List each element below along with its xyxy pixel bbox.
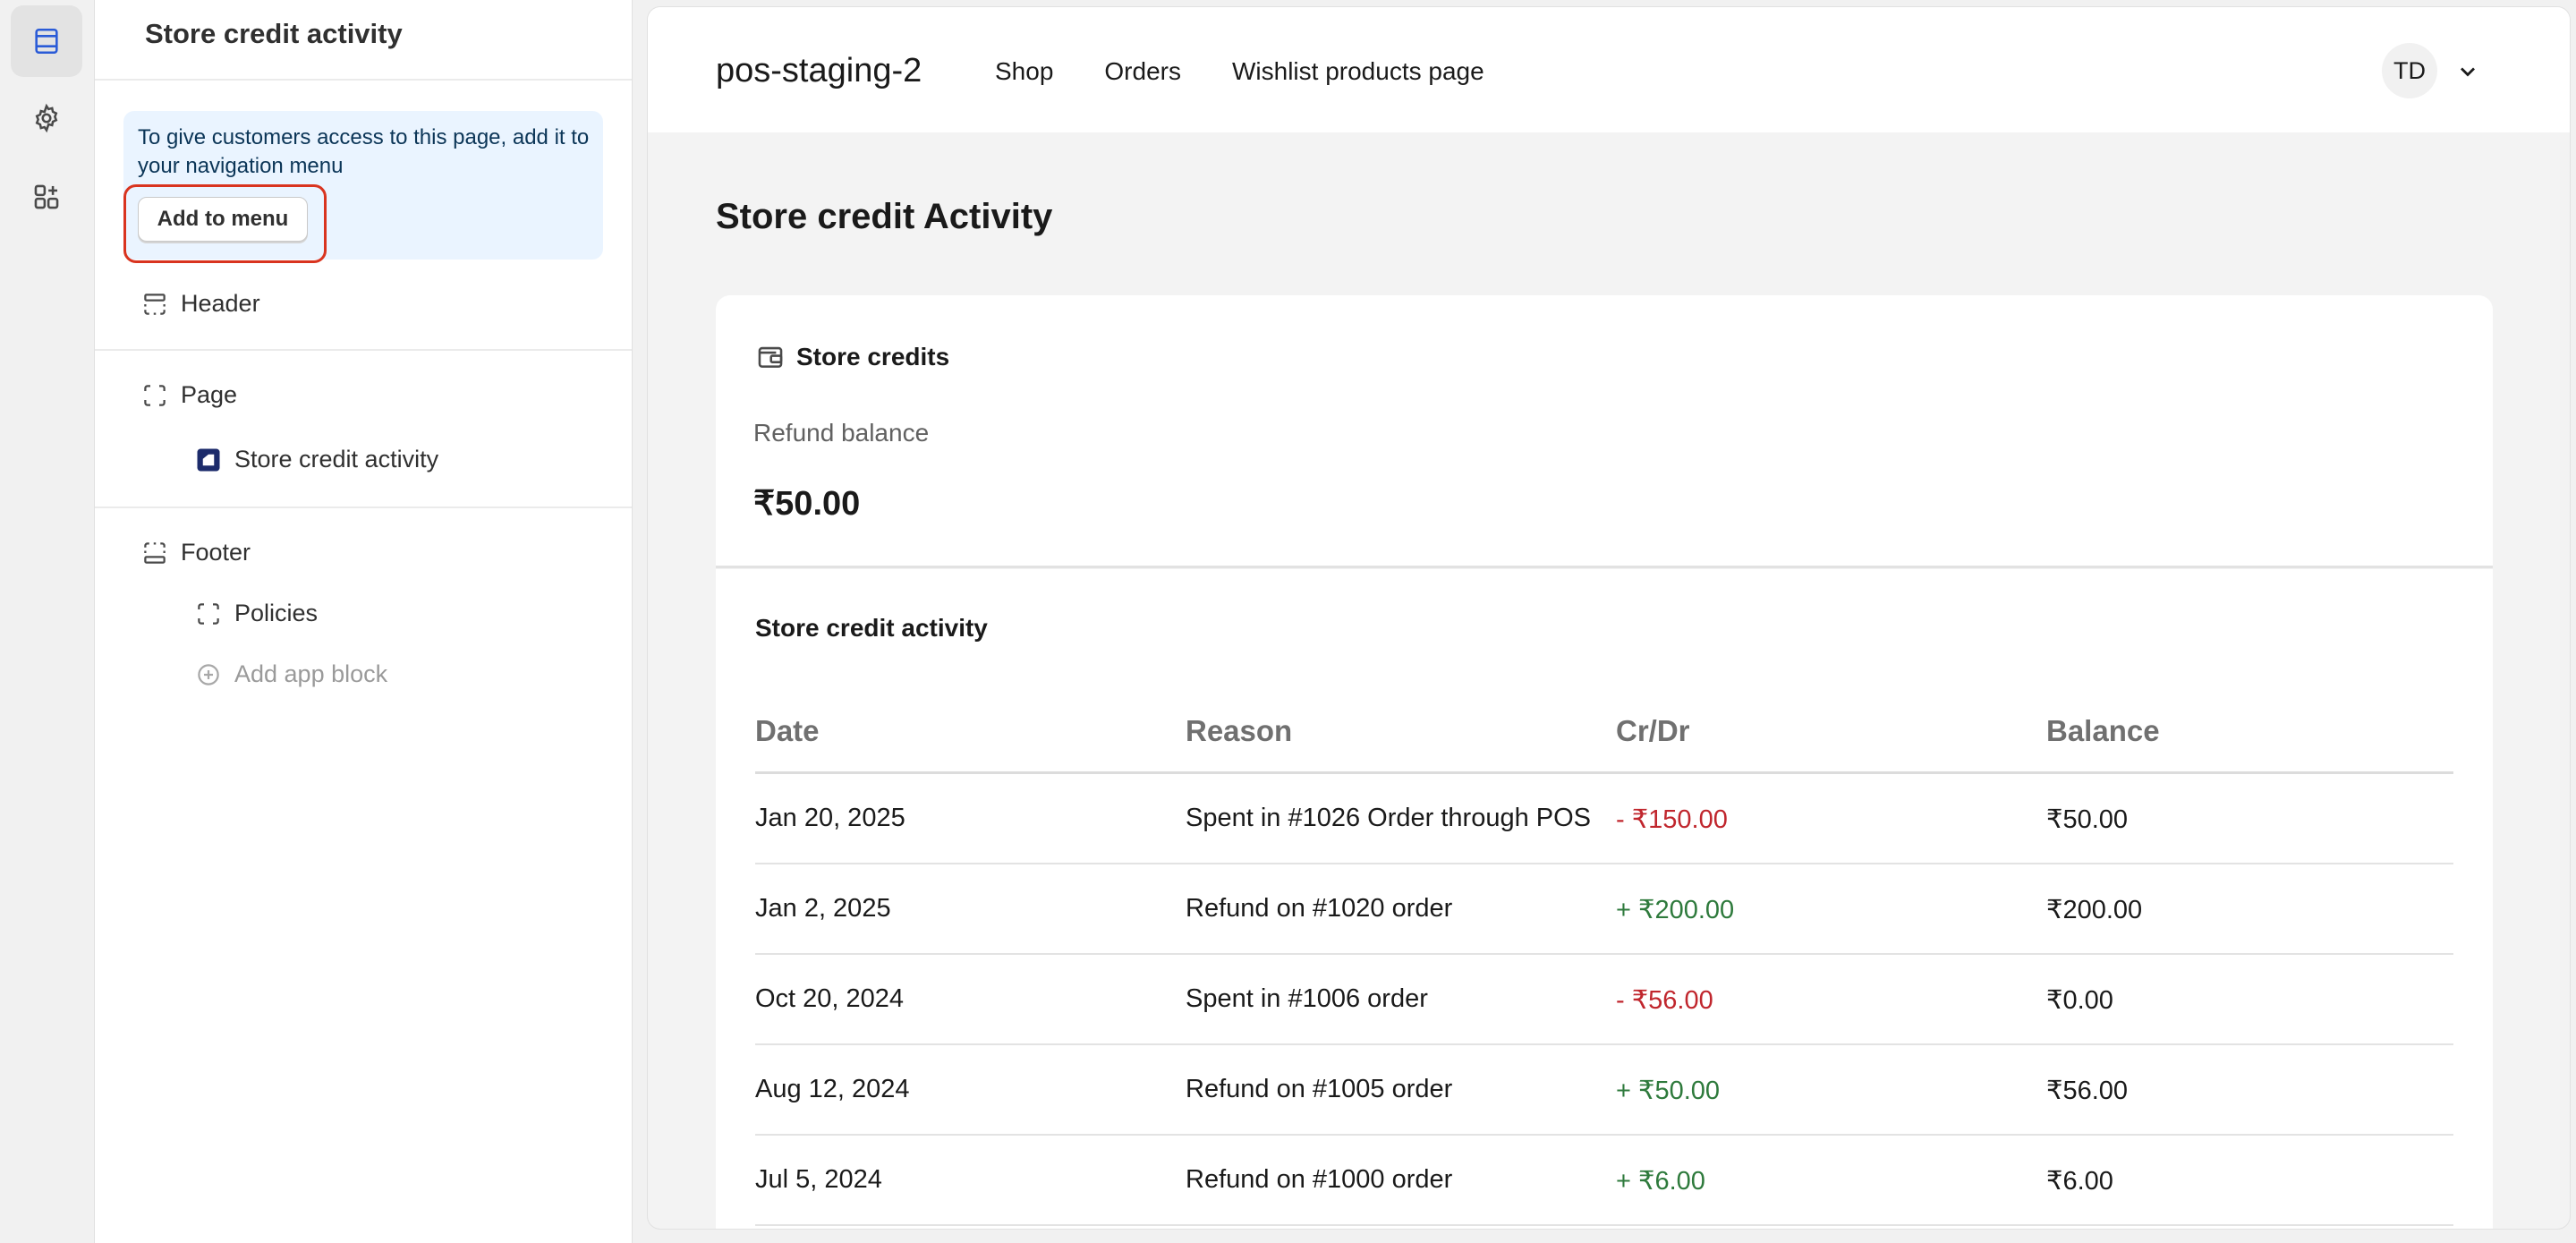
sidebar-item-store-credit-activity[interactable]: Store credit activity: [195, 446, 438, 473]
table-row: Jul 5, 2024 Refund on #1000 order + ₹6.0…: [755, 1136, 2453, 1226]
footer-section-icon: [144, 541, 166, 564]
sidebar-item-label: Policies: [234, 600, 319, 626]
cell-reason: Spent in #1006 order: [1186, 984, 1428, 1013]
cell-balance: ₹200.00: [2046, 896, 2143, 924]
column-header-cr-dr: Cr/Dr: [1616, 714, 1690, 747]
cell-reason: Spent in #1026 Order through POS: [1186, 804, 1592, 832]
activity-title: Store credit activity: [755, 614, 988, 642]
sidebar-item-label: Footer: [181, 539, 251, 566]
cell-date: Jul 5, 2024: [755, 1165, 882, 1194]
layout-icon: [35, 28, 58, 55]
sidebar-item-label: Page: [181, 381, 238, 408]
sidebar-item-label: Header: [181, 290, 260, 317]
table-row: Jan 2, 2025 Refund on #1020 order + ₹200…: [755, 864, 2453, 955]
highlight-ring: [123, 184, 327, 263]
cell-reason: Refund on #1020 order: [1186, 894, 1453, 923]
store-header: pos-staging-2 Shop Orders Wishlist produ…: [648, 7, 2570, 132]
wallet-icon: [758, 346, 783, 368]
nav-link-orders[interactable]: Orders: [1104, 57, 1181, 85]
store-credits-header: Store credits: [755, 342, 949, 372]
store-preview: pos-staging-2 Shop Orders Wishlist produ…: [648, 7, 2570, 1229]
divider: [95, 507, 632, 508]
cell-reason: Refund on #1005 order: [1186, 1075, 1453, 1103]
cell-amount: - ₹56.00: [1616, 986, 1713, 1015]
icon-rail: [0, 0, 95, 1243]
section-icon: [198, 602, 219, 625]
sections-nav-button[interactable]: [11, 5, 82, 77]
table-row: Jan 20, 2025 Spent in #1026 Order throug…: [755, 774, 2453, 864]
app-block-icon: [197, 448, 220, 471]
column-header-balance: Balance: [2046, 714, 2160, 747]
sidebar-item-header[interactable]: Header: [141, 290, 260, 318]
activity-card: Store credit activity Date Reason Cr/Dr …: [716, 569, 2493, 1229]
cell-balance: ₹6.00: [2046, 1167, 2113, 1196]
add-app-block-label: Add app block: [234, 660, 388, 687]
cell-reason: Refund on #1000 order: [1186, 1165, 1453, 1194]
column-header-date: Date: [755, 714, 820, 747]
cell-balance: ₹56.00: [2046, 1077, 2129, 1105]
store-credits-card: Store credits Refund balance ₹50.00: [716, 295, 2493, 568]
page-section-icon: [144, 384, 166, 406]
refund-balance-amount: ₹50.00: [753, 485, 861, 523]
sections-sidebar: Store credit activity To give customers …: [95, 0, 633, 1243]
apps-icon: [34, 184, 59, 209]
cell-amount: + ₹6.00: [1616, 1167, 1705, 1196]
avatar[interactable]: TD: [2382, 43, 2437, 98]
store-name[interactable]: pos-staging-2: [716, 52, 922, 89]
cell-date: Jan 20, 2025: [755, 804, 905, 832]
sidebar-title: Store credit activity: [145, 18, 403, 49]
plus-circle-icon: [198, 663, 219, 685]
store-credits-title: Store credits: [796, 343, 950, 370]
banner-text: To give customers access to this page, a…: [138, 125, 590, 178]
add-to-menu-button[interactable]: Add to menu: [138, 197, 308, 242]
cell-balance: ₹50.00: [2046, 805, 2129, 834]
cell-amount: - ₹150.00: [1616, 805, 1728, 834]
sidebar-item-page[interactable]: Page: [141, 381, 237, 409]
refund-balance-label: Refund balance: [753, 419, 930, 447]
table-row: Oct 20, 2024 Spent in #1006 order - ₹56.…: [755, 955, 2453, 1045]
apps-nav-button[interactable]: [11, 161, 82, 233]
settings-nav-button[interactable]: [11, 82, 82, 154]
cell-date: Oct 20, 2024: [755, 984, 905, 1013]
header-section-icon: [144, 293, 166, 315]
nav-link-shop[interactable]: Shop: [995, 57, 1054, 85]
cell-date: Jan 2, 2025: [755, 894, 891, 923]
divider: [95, 349, 632, 351]
page-title: Store credit Activity: [716, 197, 1053, 236]
add-app-block-button[interactable]: Add app block: [195, 660, 387, 688]
sidebar-item-policies[interactable]: Policies: [195, 600, 318, 627]
column-header-reason: Reason: [1186, 714, 1293, 747]
settings-icon: [35, 103, 58, 133]
store-nav: Shop Orders Wishlist products page: [995, 57, 1484, 86]
divider: [95, 79, 632, 81]
chevron-down-icon[interactable]: [2455, 59, 2480, 84]
cell-date: Aug 12, 2024: [755, 1075, 910, 1103]
activity-table: Date Reason Cr/Dr Balance Jan 20, 2025 S…: [755, 694, 2453, 1226]
cell-balance: ₹0.00: [2046, 986, 2113, 1015]
cell-amount: + ₹50.00: [1616, 1077, 1721, 1105]
table-row: Aug 12, 2024 Refund on #1005 order + ₹50…: [755, 1045, 2453, 1136]
sidebar-item-footer[interactable]: Footer: [141, 539, 251, 566]
cell-amount: + ₹200.00: [1616, 896, 1735, 924]
sidebar-item-label: Store credit activity: [234, 446, 439, 473]
table-header: Date Reason Cr/Dr Balance: [755, 694, 2453, 774]
nav-link-wishlist[interactable]: Wishlist products page: [1231, 57, 1484, 85]
